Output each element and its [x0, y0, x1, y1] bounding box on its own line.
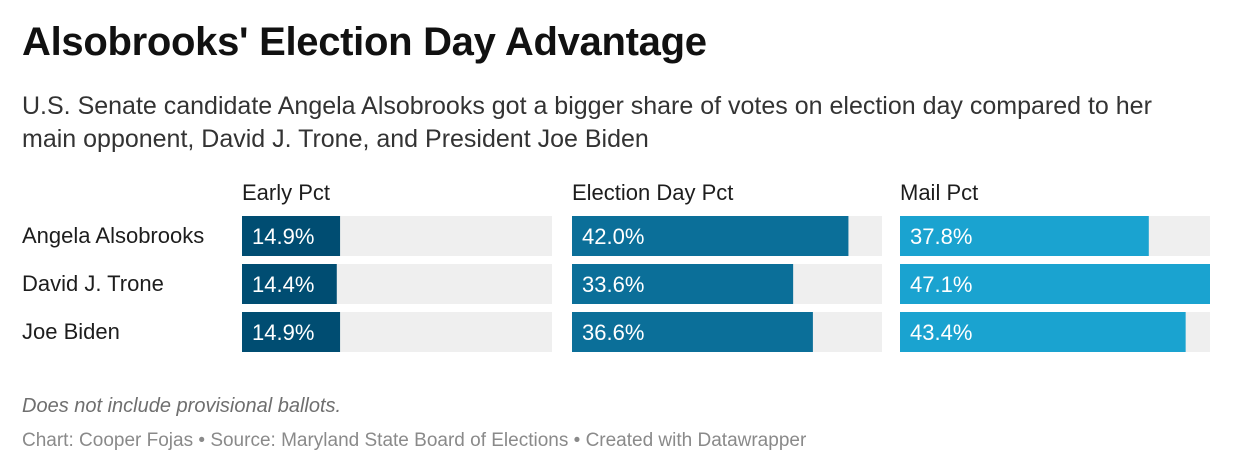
chart-svg: Angela Alsobrooks David J. Trone Joe Biden… — [0, 170, 1240, 365]
chart-footer: Chart: Cooper Fojas • Source: Maryland S… — [22, 430, 806, 452]
bar-value-label: 36.6% — [582, 320, 644, 345]
row-label: David J. Trone — [22, 271, 164, 296]
column-header: Early Pct — [242, 180, 330, 205]
footer-author: Cooper Fojas — [79, 430, 193, 451]
bar-value-label: 14.9% — [252, 320, 314, 345]
chart-subtitle: U.S. Senate candidate Angela Alsobrooks … — [22, 90, 1212, 156]
column-header: Election Day Pct — [572, 180, 733, 205]
footer-separator: • — [198, 430, 205, 451]
column-header: Mail Pct — [900, 180, 978, 205]
chart-title: Alsobrooks' Election Day Advantage — [22, 20, 707, 65]
bar-value-label: 37.8% — [910, 224, 972, 249]
bar-value-label: 43.4% — [910, 320, 972, 345]
bar-value-label: 47.1% — [910, 272, 972, 297]
bar-value-label: 14.9% — [252, 224, 314, 249]
chart-note: Does not include provisional ballots. — [22, 395, 341, 418]
bar-value-label: 14.4% — [252, 272, 314, 297]
footer-separator: • — [574, 430, 581, 451]
footer-source-label: Source: — [210, 430, 275, 451]
footer-source: Maryland State Board of Elections — [281, 430, 568, 451]
row-label: Angela Alsobrooks — [22, 223, 204, 248]
bar-value-label: 42.0% — [582, 224, 644, 249]
bar-value-label: 33.6% — [582, 272, 644, 297]
footer-chart-label: Chart: — [22, 430, 74, 451]
row-label: Joe Biden — [22, 319, 120, 344]
footer-created-with: Created with Datawrapper — [586, 430, 807, 451]
